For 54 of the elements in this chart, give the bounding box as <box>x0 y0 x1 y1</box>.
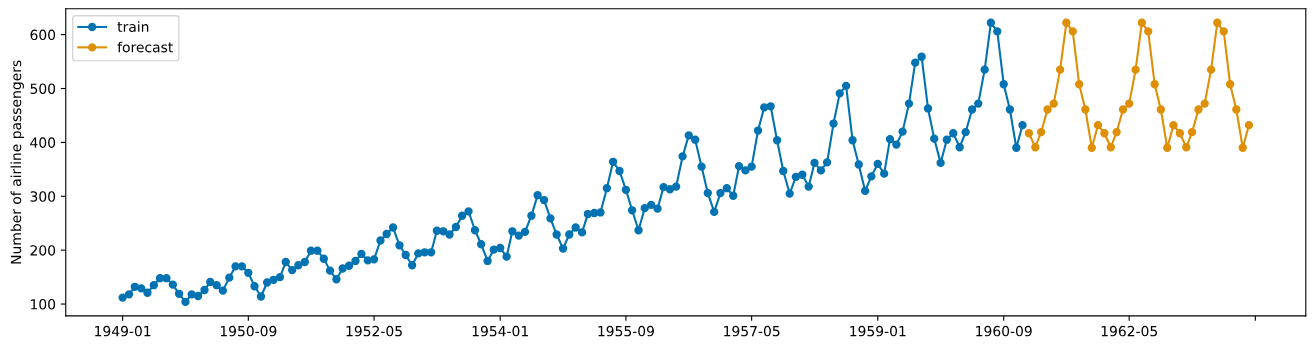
point <box>1055 65 1065 74</box>
point <box>1244 120 1254 130</box>
point <box>1043 105 1052 114</box>
point <box>1156 105 1166 114</box>
point <box>1182 143 1191 152</box>
point <box>1031 143 1040 152</box>
y-tick-label: 200 <box>30 245 56 256</box>
point <box>1112 127 1121 137</box>
y-tick-label: 600 <box>30 29 56 41</box>
x-tick-label: 1954-01 <box>472 325 528 337</box>
point <box>1163 143 1172 152</box>
point <box>1169 120 1178 130</box>
point <box>1074 80 1084 89</box>
point <box>1036 127 1046 137</box>
point <box>1118 105 1128 114</box>
point <box>1125 99 1134 108</box>
x-tick-label: 1950-09 <box>220 325 277 337</box>
y-tick-label: 400 <box>30 137 56 148</box>
point <box>1093 120 1103 130</box>
y-tick-label: 300 <box>30 191 56 202</box>
point <box>1238 143 1247 152</box>
y-axis-title: Number of airline passengers <box>10 60 24 264</box>
point <box>1232 105 1241 114</box>
y-tick-label: 500 <box>30 83 56 94</box>
x-tick-label: 1959-01 <box>850 325 906 337</box>
x-tick-label: 1957-05 <box>724 325 780 337</box>
legend-label: train <box>117 21 149 33</box>
point <box>1150 80 1159 89</box>
x-tick-label: 1949-01 <box>95 325 151 337</box>
point <box>1137 18 1146 27</box>
point <box>1200 99 1209 108</box>
point <box>1081 105 1090 114</box>
point <box>1213 18 1222 27</box>
point <box>1187 127 1197 137</box>
legend-label: forecast <box>117 41 173 53</box>
point <box>1068 27 1077 36</box>
point <box>1225 80 1235 89</box>
x-tick-label: 1962-05 <box>1101 325 1158 337</box>
x-tick-label: 1955-09 <box>598 325 654 337</box>
point <box>1194 105 1203 114</box>
point <box>1062 18 1071 27</box>
point <box>1087 143 1096 152</box>
point <box>1049 99 1058 108</box>
x-tick-label: 1960-09 <box>976 325 1032 337</box>
point <box>1206 65 1216 74</box>
point <box>1024 129 1034 138</box>
point <box>1144 27 1153 36</box>
point <box>1131 65 1140 74</box>
point <box>1219 27 1228 36</box>
x-tick-label: 1952-05 <box>346 325 402 337</box>
y-tick-label: 100 <box>31 299 56 310</box>
point <box>1106 143 1115 152</box>
point <box>1175 129 1185 138</box>
point <box>1100 129 1109 138</box>
